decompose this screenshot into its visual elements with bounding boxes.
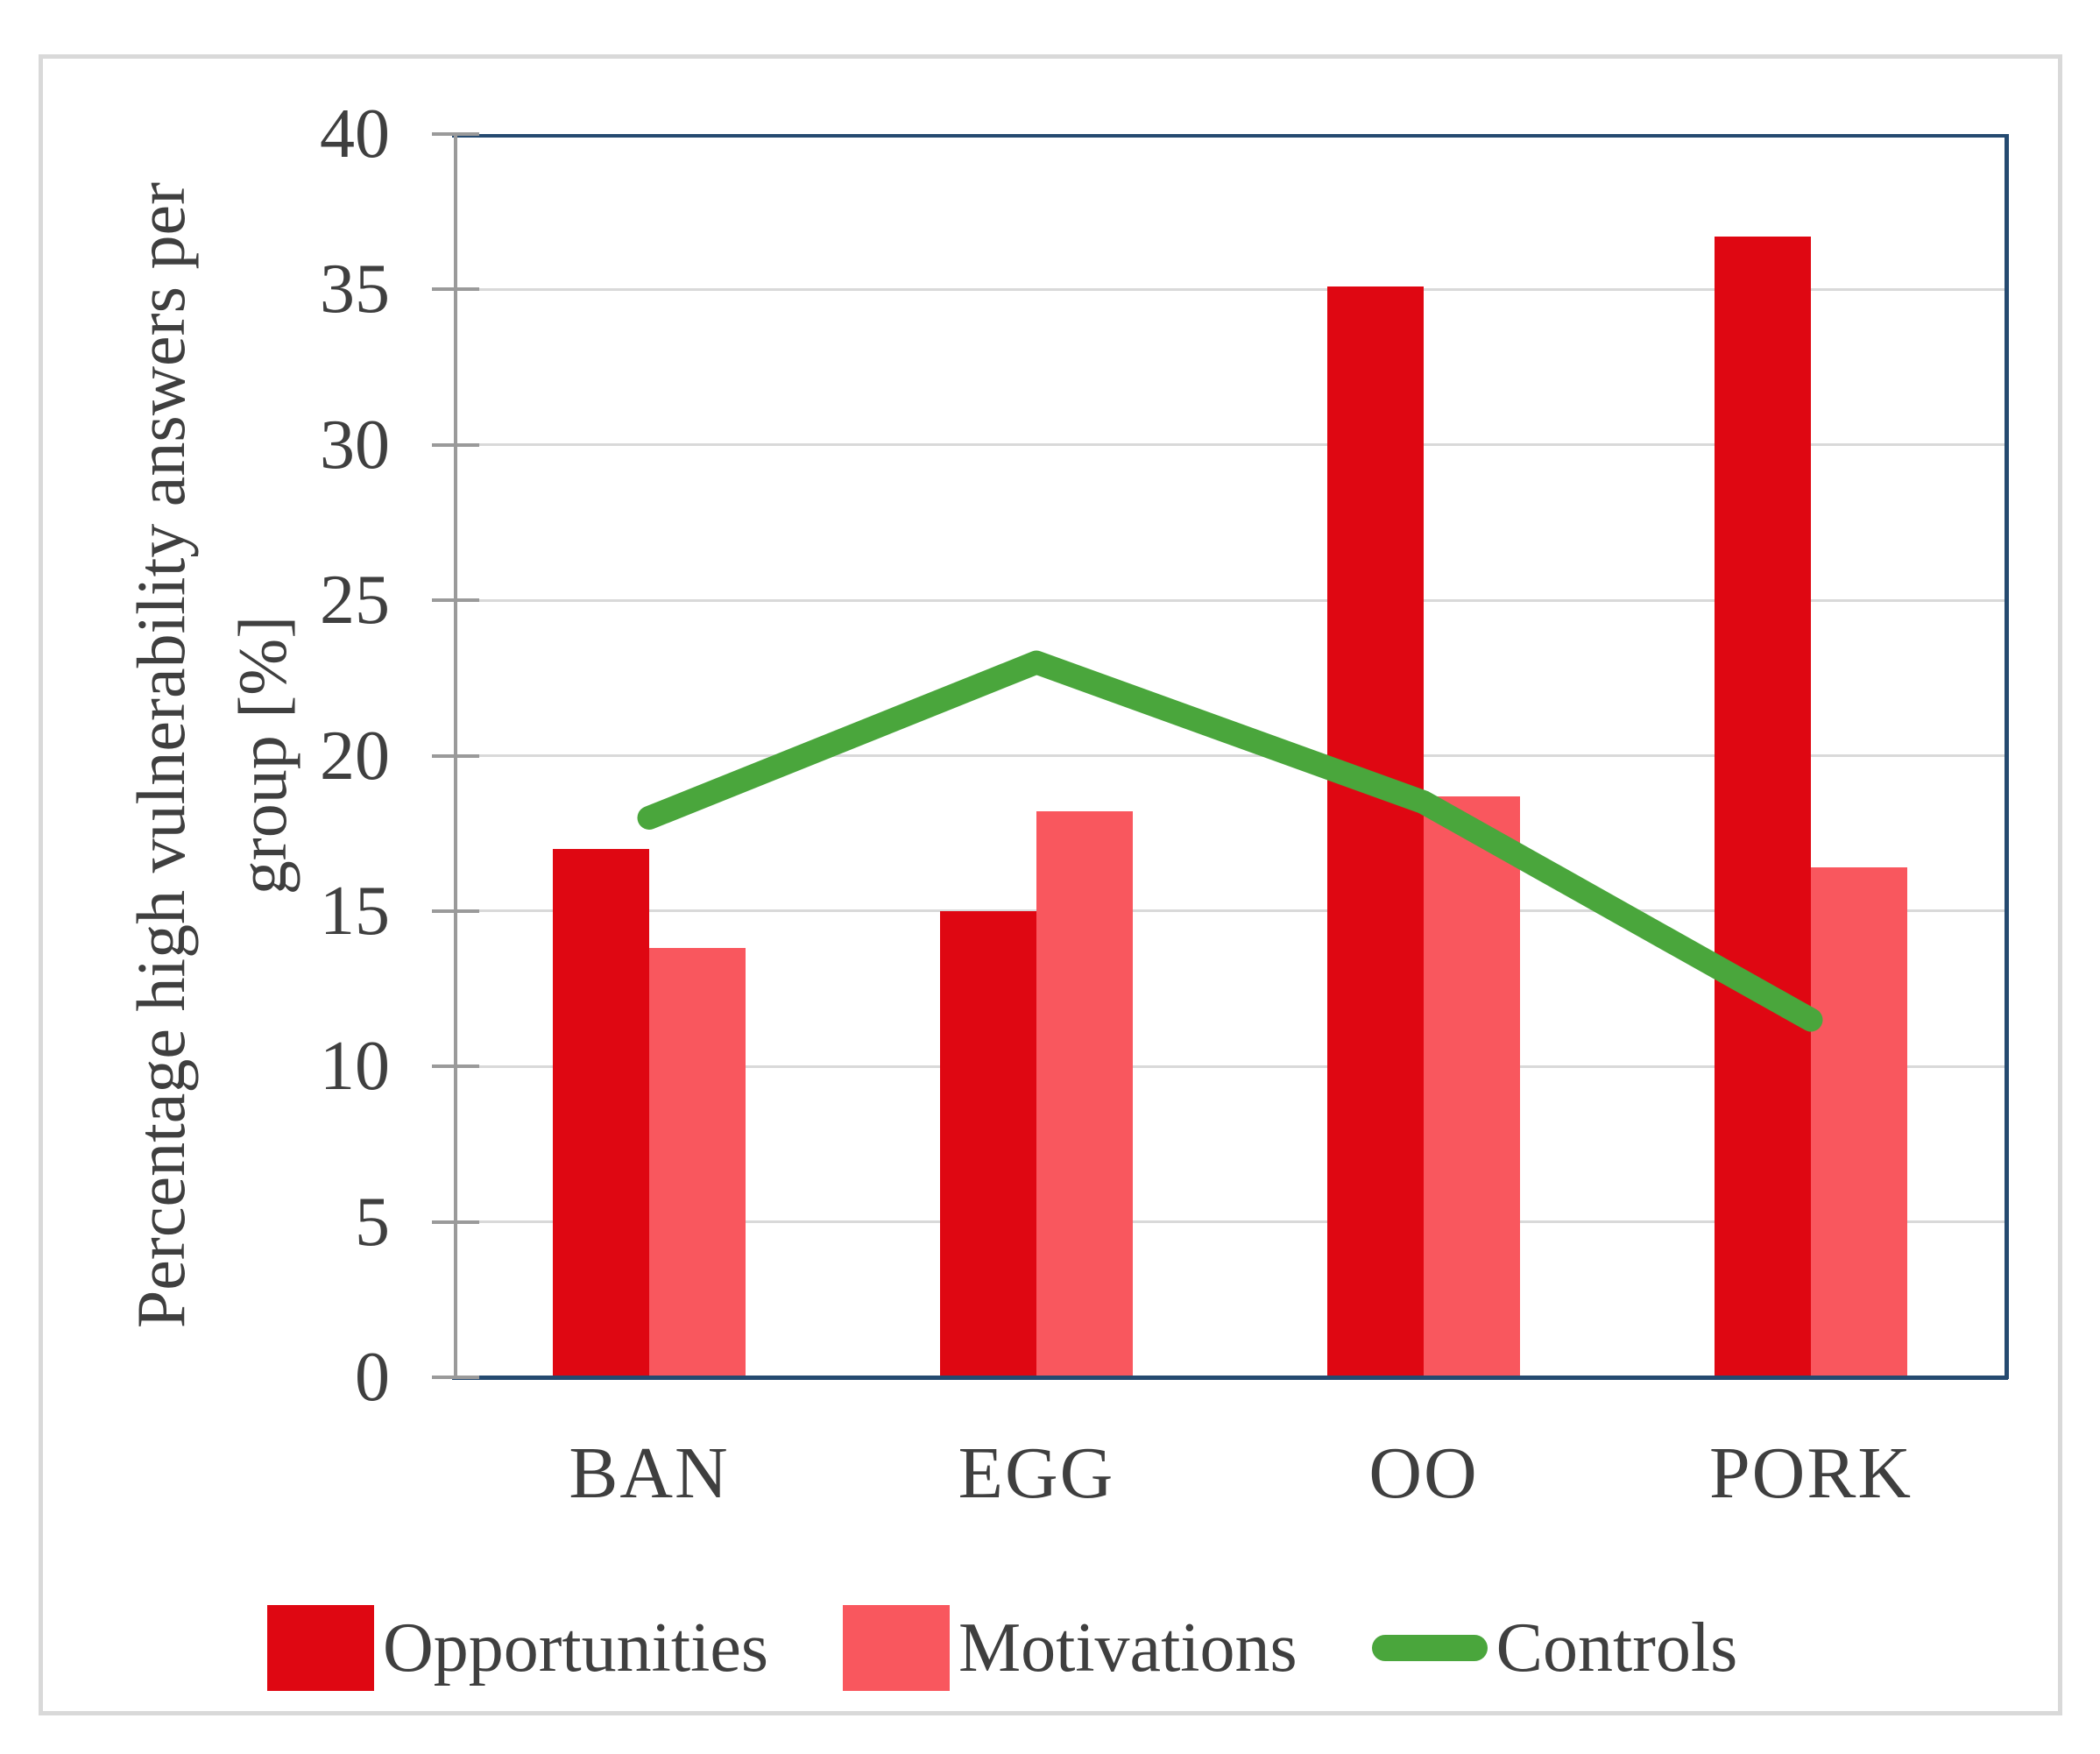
y-tick-label-20: 20 bbox=[320, 717, 390, 795]
bar-opportunities-pork bbox=[1715, 237, 1811, 1377]
gridline-35 bbox=[456, 287, 2005, 291]
plot-area bbox=[456, 134, 2005, 1377]
legend-swatch-controls bbox=[1371, 1635, 1488, 1661]
legend-swatch-opportunities bbox=[267, 1605, 374, 1691]
bar-motivations-ban bbox=[649, 948, 746, 1377]
bar-opportunities-egg bbox=[940, 910, 1036, 1377]
legend-item-opportunities: Opportunities bbox=[267, 1605, 768, 1691]
legend-label-controls: Controls bbox=[1495, 1609, 1738, 1687]
y-tick-30 bbox=[432, 442, 479, 447]
gridline-5 bbox=[456, 1220, 2005, 1224]
legend-item-controls: Controls bbox=[1371, 1609, 1738, 1688]
controls-line bbox=[637, 650, 1823, 1032]
legend: Opportunities Motivations Controls bbox=[267, 1605, 1737, 1691]
y-tick-15 bbox=[432, 909, 479, 913]
gridline-10 bbox=[456, 1064, 2005, 1068]
y-tick-label-30: 30 bbox=[320, 406, 390, 484]
y-tick-0 bbox=[432, 1376, 479, 1379]
gridline-25 bbox=[456, 598, 2005, 602]
bar-motivations-egg bbox=[1036, 811, 1133, 1377]
y-tick-label-5: 5 bbox=[355, 1183, 390, 1261]
legend-label-motivations: Motivations bbox=[958, 1609, 1297, 1687]
gridline-15 bbox=[456, 909, 2005, 913]
y-tick-25 bbox=[432, 598, 479, 603]
legend-label-opportunities: Opportunities bbox=[383, 1609, 768, 1687]
y-tick-5 bbox=[432, 1220, 479, 1224]
y-tick-35 bbox=[432, 287, 479, 292]
legend-item-motivations: Motivations bbox=[842, 1605, 1297, 1691]
x-label-oo: OO bbox=[1368, 1432, 1479, 1514]
y-tick-label-0: 0 bbox=[355, 1339, 390, 1416]
plot-border-top bbox=[452, 134, 2008, 138]
x-axis-line bbox=[452, 1376, 2008, 1380]
y-tick-label-35: 35 bbox=[320, 251, 390, 329]
controls-line-layer bbox=[637, 650, 1823, 1032]
plot-border-right bbox=[2005, 134, 2009, 1379]
y-tick-40 bbox=[432, 132, 479, 136]
y-tick-label-25: 25 bbox=[320, 562, 390, 640]
y-tick-10 bbox=[432, 1064, 479, 1069]
bar-opportunities-ban bbox=[553, 848, 649, 1377]
x-label-pork: PORK bbox=[1708, 1432, 1913, 1514]
bar-motivations-pork bbox=[1811, 867, 1907, 1377]
y-tick-20 bbox=[432, 753, 479, 758]
y-tick-label-15: 15 bbox=[320, 872, 390, 950]
x-label-ban: BAN bbox=[569, 1432, 730, 1514]
bar-opportunities-oo bbox=[1327, 286, 1424, 1377]
gridline-30 bbox=[456, 443, 2005, 447]
legend-swatch-motivations bbox=[842, 1605, 950, 1691]
y-tick-label-40: 40 bbox=[320, 95, 390, 173]
gridline-20 bbox=[456, 754, 2005, 757]
x-label-egg: EGG bbox=[958, 1432, 1115, 1514]
bar-motivations-oo bbox=[1424, 796, 1520, 1377]
y-tick-label-10: 10 bbox=[320, 1028, 390, 1106]
